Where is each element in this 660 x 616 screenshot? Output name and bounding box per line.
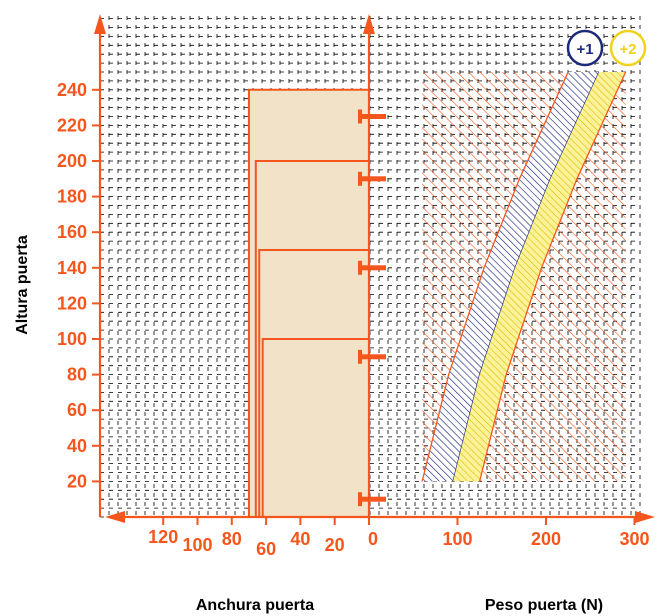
band-1: [422, 72, 600, 482]
band-edge-lower: [421, 71, 569, 482]
door-width-outline: [261, 338, 369, 517]
y-tick-label: 220: [57, 115, 87, 135]
series-marker-circle: [566, 29, 604, 67]
door-width-outline: [258, 249, 369, 517]
hinge-marker-bar: [358, 109, 362, 124]
hinge-marker-bar: [358, 349, 362, 364]
hinge-marker: [358, 354, 386, 360]
hinge-marker: [358, 265, 386, 271]
door-width-fill: [248, 89, 369, 518]
door-width-outline: [254, 160, 369, 517]
x-tick-label-width: 40: [290, 529, 310, 549]
x-tick-label-width: 80: [222, 529, 242, 549]
y-tick-label: 20: [67, 471, 87, 491]
door-weight-panel: +1 +2: [421, 29, 647, 482]
band-2: [453, 72, 626, 482]
x-tick-label-width: 120: [148, 527, 178, 547]
x-axis-title-width: Anchura puerta: [196, 597, 314, 614]
x-tick-label-width: 20: [325, 535, 345, 555]
y-tick-label: 40: [67, 436, 87, 456]
x-axis-left-arrow: [105, 511, 125, 523]
hinge-marker: [358, 496, 386, 502]
hinge-marker-bar: [358, 492, 362, 507]
y-tick-label: 120: [57, 293, 87, 313]
series-marker-label: +1: [576, 41, 593, 58]
y-tick-label: 100: [57, 329, 87, 349]
x-tick-label-width: 0: [368, 529, 378, 549]
y-tick-label: 180: [57, 187, 87, 207]
y-tick-label: 140: [57, 258, 87, 278]
y-axis-center-arrow: [363, 14, 375, 34]
y-tick-label: 240: [57, 80, 87, 100]
y-tick-label: 200: [57, 151, 87, 171]
series-marker-circle: [609, 29, 647, 67]
hinge-marker-bar: [358, 171, 362, 186]
y-tick-label: 160: [57, 222, 87, 242]
x-tick-label-weight: 300: [619, 529, 649, 549]
axes: [92, 14, 655, 525]
door-width-panel: [247, 88, 386, 518]
hinge-marker-bar: [358, 260, 362, 275]
y-axis-title: Altura puerta: [14, 235, 31, 335]
x-axis-title-weight: Peso puerta (N): [485, 597, 603, 614]
door-width-outline: [247, 88, 369, 517]
hinge-marker: [358, 176, 386, 182]
series-marker-label: +2: [619, 41, 636, 58]
y-tick-label: 60: [67, 400, 87, 420]
x-axis-right-arrow: [635, 511, 655, 523]
y-tick-label: 80: [67, 365, 87, 385]
x-tick-label-width: 60: [256, 539, 276, 559]
x-tick-label-width: 100: [182, 535, 212, 555]
x-tick-label-weight: 200: [531, 529, 561, 549]
y-axis-left-arrow: [94, 14, 106, 34]
hinge-marker: [358, 114, 386, 119]
x-tick-label-weight: 100: [442, 529, 472, 549]
band-edge-2: [478, 71, 627, 482]
